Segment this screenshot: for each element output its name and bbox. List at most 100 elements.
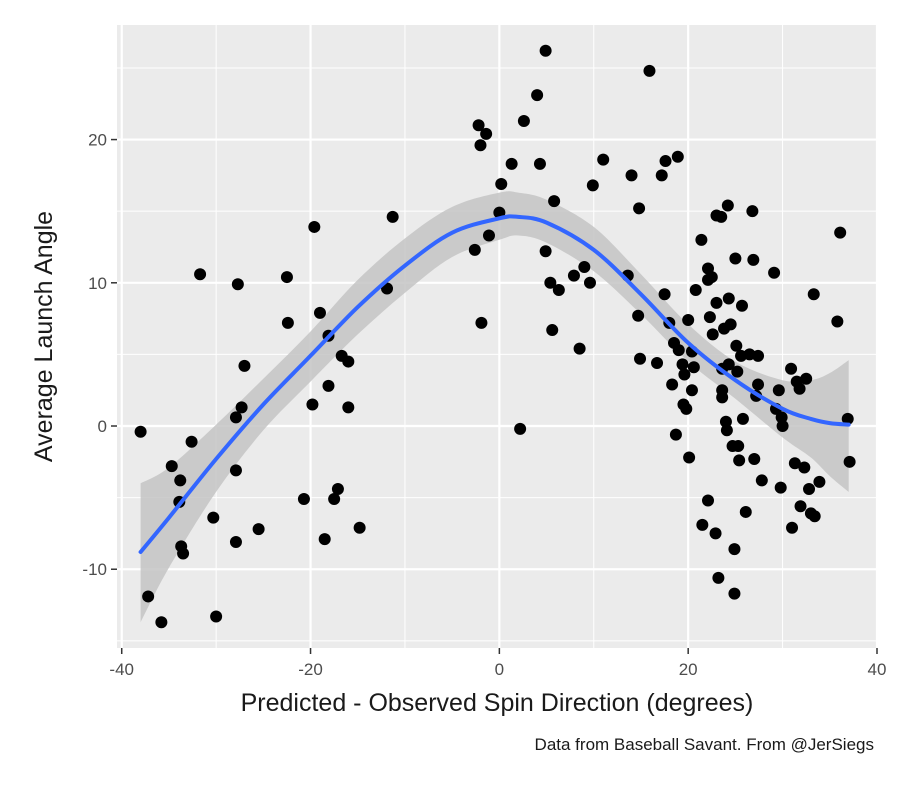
data-point	[539, 44, 552, 57]
data-point	[548, 195, 561, 208]
data-point	[531, 89, 544, 102]
data-point	[281, 316, 294, 329]
data-point	[229, 411, 242, 424]
data-point	[669, 428, 682, 441]
y-axis-title: Average Launch Angle	[30, 211, 58, 462]
data-point	[788, 457, 801, 470]
x-tick-label: -40	[109, 660, 134, 679]
data-point	[142, 590, 155, 603]
data-point	[706, 328, 719, 341]
data-point	[633, 202, 646, 215]
data-point	[803, 483, 816, 496]
data-point	[716, 384, 729, 397]
data-point	[155, 616, 168, 629]
data-point	[728, 543, 741, 556]
data-point	[505, 157, 518, 170]
data-point	[834, 226, 847, 239]
data-point	[252, 523, 265, 536]
data-point	[793, 382, 806, 395]
data-point	[703, 311, 716, 324]
data-point	[546, 324, 559, 337]
data-point	[174, 474, 187, 487]
data-point	[194, 268, 207, 281]
y-tick-label: -10	[82, 560, 107, 579]
data-point	[658, 288, 671, 301]
data-point	[728, 587, 741, 600]
data-point	[843, 455, 856, 468]
confidence-band-area	[140, 191, 849, 623]
data-point	[634, 352, 647, 365]
minor-gridlines	[117, 25, 877, 648]
data-point	[772, 384, 785, 397]
data-point	[755, 474, 768, 487]
data-point	[567, 269, 580, 282]
data-point	[586, 179, 599, 192]
plot-panel	[117, 25, 877, 648]
data-point	[721, 199, 734, 212]
data-point	[705, 271, 718, 284]
data-point	[733, 454, 746, 467]
data-point	[739, 505, 752, 518]
data-point	[685, 384, 698, 397]
x-tick-label: 0	[495, 660, 504, 679]
x-tick-label: -20	[298, 660, 323, 679]
data-point	[696, 518, 709, 531]
data-point	[682, 314, 695, 327]
data-point	[715, 210, 728, 223]
data-point	[495, 177, 508, 190]
data-point	[472, 119, 485, 132]
data-point	[722, 358, 735, 371]
data-point	[672, 344, 685, 357]
data-point	[468, 243, 481, 256]
confidence-band	[140, 191, 849, 623]
data-point	[342, 355, 355, 368]
data-point	[808, 510, 821, 523]
data-point	[730, 339, 743, 352]
data-point	[514, 422, 527, 435]
data-point	[165, 460, 178, 473]
y-axis-ticks: -10 0 10 20	[82, 131, 117, 579]
data-point	[689, 283, 702, 296]
data-point	[313, 306, 326, 319]
data-point	[722, 292, 735, 305]
data-point	[544, 276, 557, 289]
data-point	[280, 271, 293, 284]
data-point	[794, 500, 807, 513]
data-point	[774, 481, 787, 494]
data-point	[800, 372, 813, 385]
y-tick-label: 0	[98, 417, 107, 436]
data-point	[297, 493, 310, 506]
data-point	[798, 461, 811, 474]
data-point	[687, 361, 700, 374]
data-point	[831, 315, 844, 328]
data-point	[786, 521, 799, 534]
data-point	[709, 527, 722, 540]
data-point	[238, 359, 251, 372]
data-point	[651, 356, 664, 369]
data-point	[841, 412, 854, 425]
data-point	[331, 483, 344, 496]
data-point	[683, 451, 696, 464]
data-point	[776, 420, 789, 433]
data-point	[736, 412, 749, 425]
data-point	[752, 378, 765, 391]
data-point	[746, 205, 759, 218]
data-point	[353, 521, 366, 534]
data-point	[322, 379, 335, 392]
data-point	[235, 401, 248, 414]
data-point	[517, 114, 530, 127]
data-point	[655, 169, 668, 182]
smooth-line	[138, 214, 851, 554]
data-points	[134, 44, 856, 629]
data-point	[671, 150, 684, 163]
data-point	[710, 296, 723, 309]
data-point	[712, 571, 725, 584]
data-point	[386, 210, 399, 223]
data-point	[583, 276, 596, 289]
data-point	[768, 266, 781, 279]
data-point	[625, 169, 638, 182]
data-point	[229, 464, 242, 477]
data-point	[573, 342, 586, 355]
